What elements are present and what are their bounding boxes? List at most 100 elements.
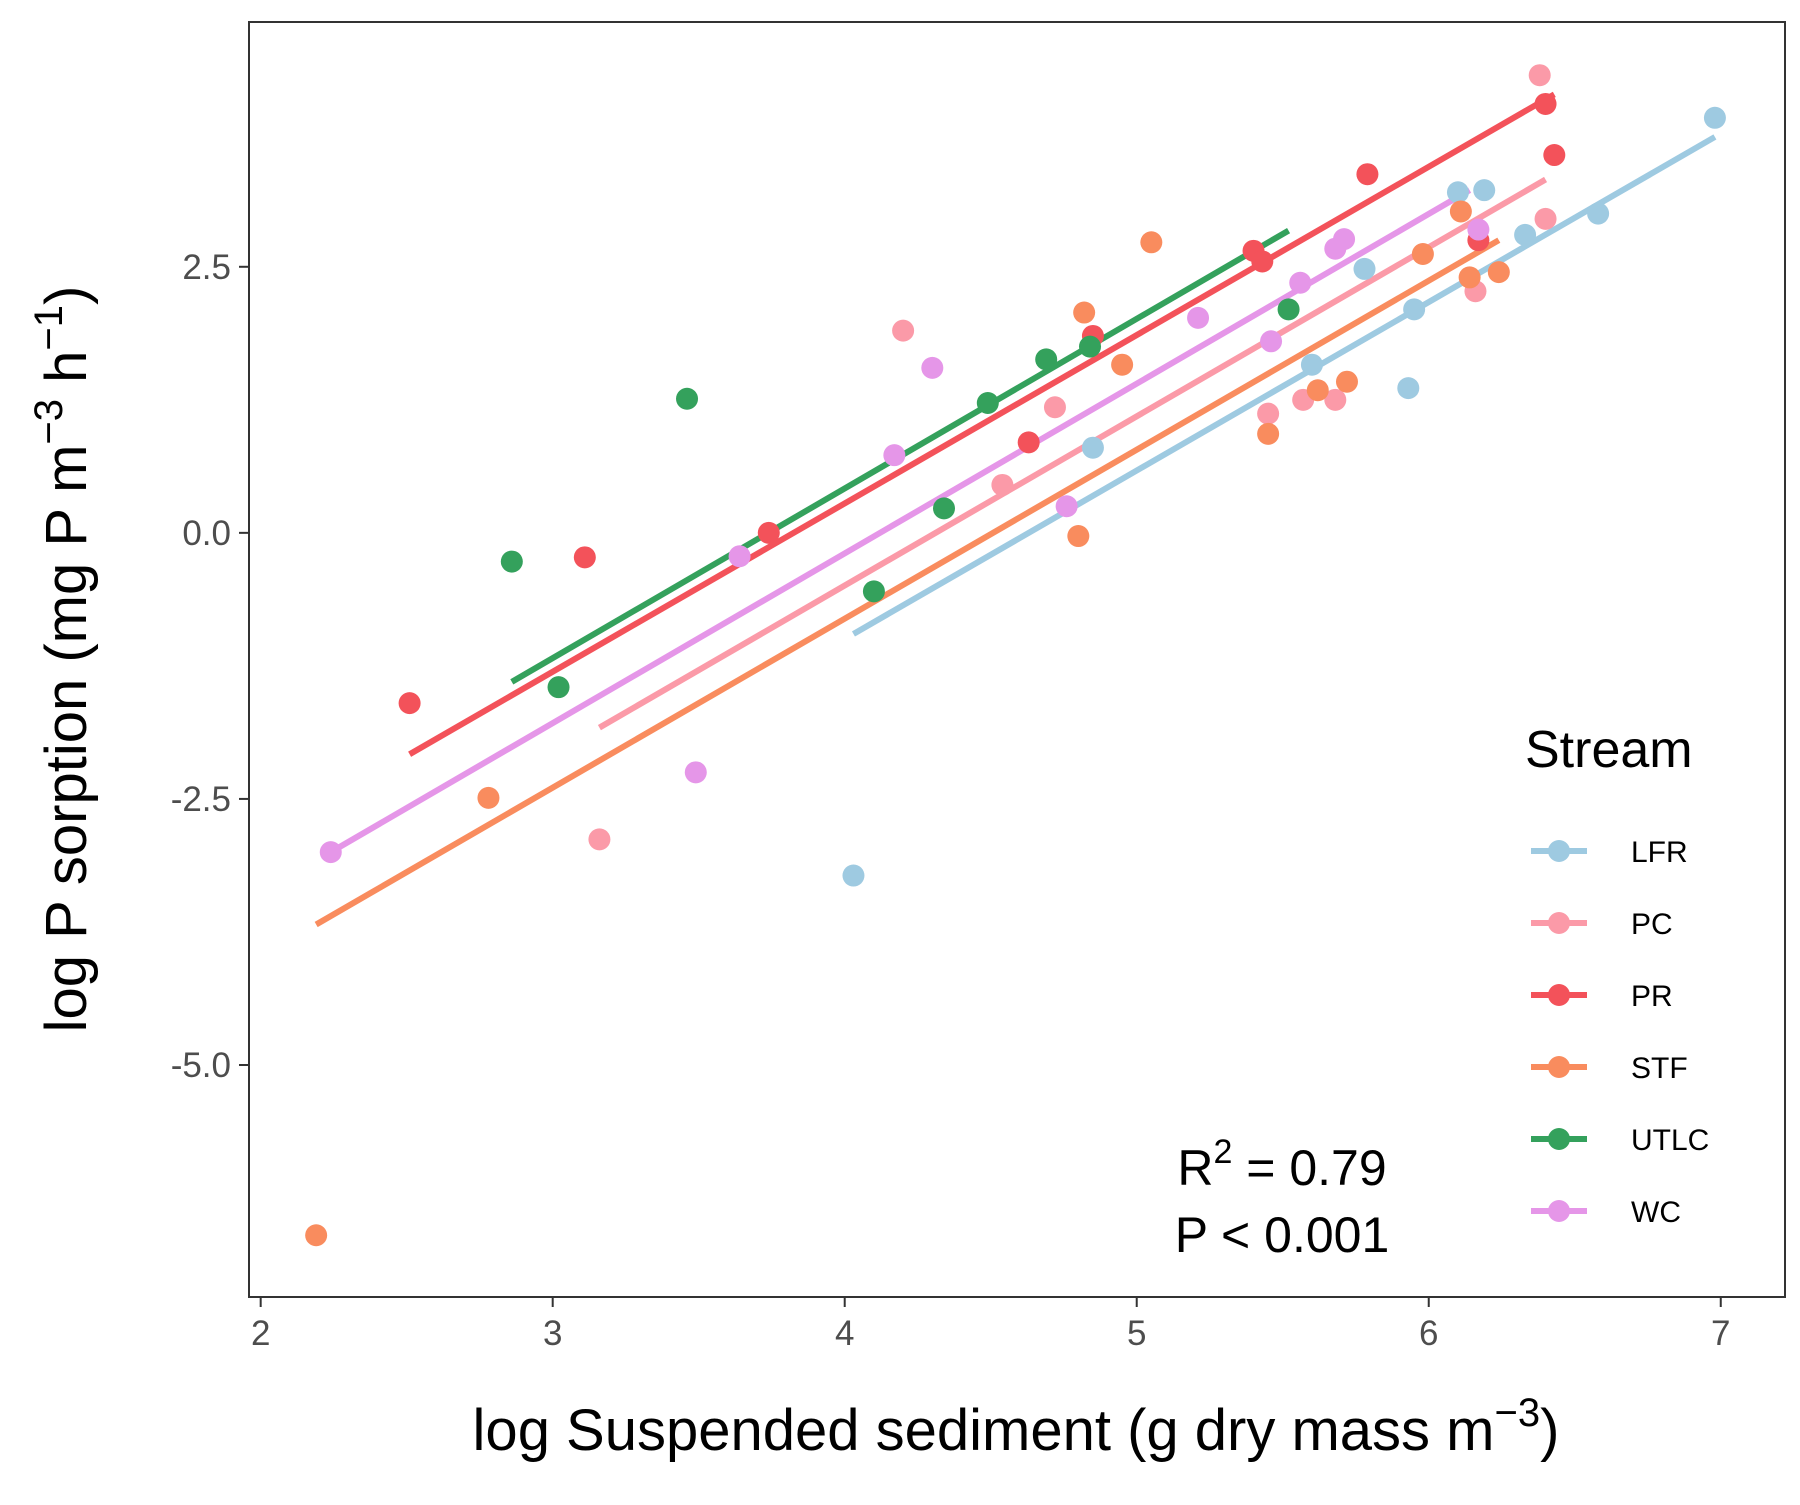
point-stf-2 bbox=[477, 786, 500, 809]
r-squared-label: R2 = 0.79 bbox=[1177, 1133, 1386, 1196]
x-tick-label-3: 4 bbox=[835, 1314, 854, 1353]
y-tick-label-2: -2.5 bbox=[171, 780, 231, 819]
point-stf-13 bbox=[1487, 261, 1510, 284]
legend-item-lfr: LFR bbox=[1531, 836, 1688, 869]
point-lfr-7 bbox=[1446, 181, 1469, 204]
x-tick-label-6: 7 bbox=[1711, 1314, 1730, 1353]
point-wc-7 bbox=[1187, 306, 1210, 329]
fit-statistics: R2 = 0.79 P < 0.001 bbox=[1175, 1133, 1390, 1263]
legend-label-pr: PR bbox=[1631, 980, 1673, 1013]
legend-label-stf: STF bbox=[1631, 1052, 1688, 1085]
x-tick-label-4: 5 bbox=[1127, 1314, 1146, 1353]
fit-line-lfr bbox=[851, 134, 1717, 637]
point-stf-7 bbox=[1257, 422, 1280, 445]
point-pc-4 bbox=[1043, 396, 1066, 419]
point-pr-4 bbox=[1017, 431, 1040, 454]
point-wc-11 bbox=[1333, 228, 1356, 251]
y-tick-label-4: 2.5 bbox=[182, 248, 231, 287]
legend-key-point-wc bbox=[1548, 1200, 1570, 1222]
legend: Stream LFR PC PR STF UTLC WC bbox=[1525, 721, 1709, 1229]
x-axis-title: log Suspended sediment (g dry mass m−3) bbox=[473, 1391, 1560, 1463]
point-lfr-11 bbox=[1703, 106, 1726, 129]
legend-item-wc: WC bbox=[1531, 1196, 1681, 1229]
point-utlc-3 bbox=[676, 387, 699, 410]
legend-item-stf: STF bbox=[1531, 1052, 1688, 1085]
point-lfr-2 bbox=[1081, 436, 1104, 459]
point-wc-3 bbox=[728, 545, 751, 568]
legend-item-pr: PR bbox=[1531, 980, 1673, 1013]
point-pc-1 bbox=[588, 828, 611, 851]
point-stf-5 bbox=[1111, 353, 1134, 376]
point-lfr-4 bbox=[1353, 257, 1376, 280]
fit-line-wc bbox=[329, 187, 1472, 855]
legend-title: Stream bbox=[1525, 721, 1693, 779]
legend-key-point-pc bbox=[1548, 912, 1570, 934]
legend-label-lfr: LFR bbox=[1631, 836, 1688, 869]
y-tick-label-1: -5.0 bbox=[171, 1046, 231, 1085]
point-pc-9 bbox=[1528, 64, 1551, 87]
point-pr-11 bbox=[1543, 144, 1566, 167]
legend-key-point-stf bbox=[1548, 1056, 1570, 1078]
point-pc-3 bbox=[991, 473, 1014, 496]
p-value-label: P < 0.001 bbox=[1175, 1207, 1390, 1263]
y-axis-title: log P sorption (mg P m−3 h−1) bbox=[27, 286, 99, 1033]
point-wc-12 bbox=[1467, 218, 1490, 241]
point-stf-8 bbox=[1306, 379, 1329, 402]
point-pc-10 bbox=[1534, 207, 1557, 230]
point-utlc-7 bbox=[1035, 348, 1058, 371]
legend-key-point-pr bbox=[1548, 984, 1570, 1006]
point-pc-2 bbox=[892, 319, 915, 342]
legend-key-point-utlc bbox=[1548, 1128, 1570, 1150]
y-tick-label-3: 0.0 bbox=[182, 514, 231, 553]
point-stf-3 bbox=[1067, 525, 1090, 548]
point-lfr-8 bbox=[1473, 179, 1496, 202]
point-pr-8 bbox=[1356, 163, 1379, 186]
point-utlc-2 bbox=[547, 676, 570, 699]
point-pr-10 bbox=[1534, 92, 1557, 115]
point-stf-4 bbox=[1073, 301, 1096, 324]
point-pr-2 bbox=[573, 546, 596, 569]
point-stf-10 bbox=[1411, 243, 1434, 266]
point-pr-7 bbox=[1251, 250, 1274, 273]
point-utlc-6 bbox=[976, 392, 999, 415]
y-axis: -5.0 -2.5 0.0 2.5 bbox=[171, 248, 249, 1085]
x-tick-label-2: 3 bbox=[543, 1314, 562, 1353]
point-lfr-5 bbox=[1397, 377, 1420, 400]
legend-item-pc: PC bbox=[1531, 908, 1673, 941]
fit-line-pr bbox=[408, 91, 1556, 757]
point-wc-2 bbox=[684, 761, 707, 784]
x-axis: 2 3 4 5 6 7 bbox=[251, 1297, 1730, 1353]
point-lfr-9 bbox=[1514, 223, 1537, 246]
point-lfr-10 bbox=[1587, 202, 1610, 225]
point-utlc-9 bbox=[1277, 298, 1300, 321]
legend-label-wc: WC bbox=[1631, 1196, 1681, 1229]
point-pc-7 bbox=[1324, 388, 1347, 411]
point-utlc-4 bbox=[862, 580, 885, 603]
fit-lines bbox=[314, 91, 1717, 928]
point-wc-1 bbox=[319, 841, 342, 864]
point-pc-5 bbox=[1257, 402, 1280, 425]
data-points bbox=[305, 64, 1726, 1247]
point-stf-9 bbox=[1335, 370, 1358, 393]
point-lfr-1 bbox=[842, 864, 865, 887]
point-lfr-6 bbox=[1403, 298, 1426, 321]
point-stf-6 bbox=[1140, 231, 1163, 254]
fit-line-stf bbox=[314, 237, 1501, 928]
point-utlc-1 bbox=[500, 550, 523, 573]
point-wc-8 bbox=[1260, 330, 1283, 353]
point-pr-1 bbox=[398, 692, 421, 715]
x-tick-label-5: 6 bbox=[1419, 1314, 1438, 1353]
x-tick-label-1: 2 bbox=[251, 1314, 270, 1353]
plot-panel-border bbox=[248, 21, 1786, 1298]
point-wc-6 bbox=[1055, 495, 1078, 518]
point-stf-1 bbox=[305, 1224, 328, 1247]
legend-item-utlc: UTLC bbox=[1531, 1124, 1709, 1157]
point-wc-5 bbox=[921, 356, 944, 379]
legend-key-point-lfr bbox=[1548, 840, 1570, 862]
legend-label-utlc: UTLC bbox=[1631, 1124, 1709, 1157]
fit-line-pc bbox=[597, 176, 1548, 731]
point-pr-3 bbox=[757, 521, 780, 544]
point-wc-9 bbox=[1289, 271, 1312, 294]
